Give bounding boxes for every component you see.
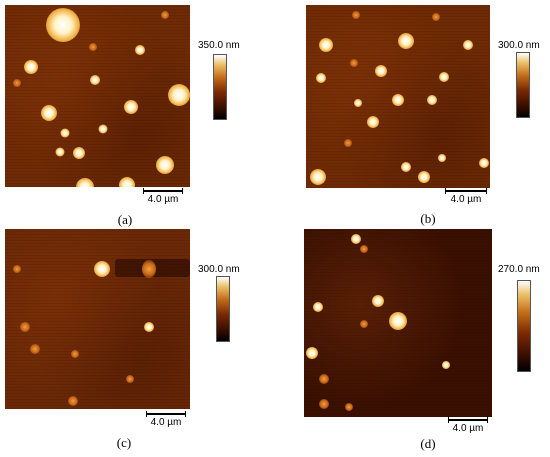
afm-image-d <box>304 229 492 417</box>
particle <box>144 322 154 332</box>
particle <box>124 100 138 114</box>
afm-image-b <box>306 5 490 188</box>
particle <box>71 350 79 358</box>
particle <box>55 147 65 157</box>
particle <box>310 169 326 185</box>
particle <box>372 295 384 307</box>
particle <box>60 128 70 138</box>
particle <box>352 11 360 19</box>
scale-bar-d <box>448 417 488 423</box>
particle <box>24 60 38 74</box>
particle <box>319 399 329 409</box>
caption-d: (d) <box>420 436 436 451</box>
scale-bar-label-b: 4.0 µm <box>450 194 482 205</box>
caption-c: (c) <box>116 435 132 450</box>
particle <box>316 73 326 83</box>
particle <box>168 84 190 106</box>
scale-bar-c <box>146 411 186 417</box>
particle <box>367 116 379 128</box>
caption-b: (b) <box>420 211 436 226</box>
scale-bar-label-d: 4.0 µm <box>452 423 484 434</box>
particle <box>479 158 489 168</box>
particle <box>360 245 368 253</box>
particle <box>351 234 361 244</box>
particle <box>135 45 145 55</box>
particle <box>350 59 358 67</box>
particle <box>68 396 78 406</box>
particle <box>119 177 135 187</box>
particle <box>418 171 430 183</box>
particle <box>90 75 100 85</box>
particle <box>463 40 473 50</box>
particle <box>46 8 80 42</box>
colorbar-max-label-a: 350.0 nm <box>198 40 240 51</box>
afm-image-c <box>5 229 190 409</box>
afm-image-a <box>5 5 190 187</box>
particle <box>20 322 30 332</box>
particle <box>76 178 94 187</box>
particle <box>73 147 85 159</box>
particle <box>13 79 21 87</box>
particle <box>98 124 108 134</box>
particle <box>319 38 333 52</box>
particle <box>89 43 97 51</box>
particle <box>398 33 414 49</box>
particle <box>442 361 450 369</box>
colorbar-max-label-b: 300.0 nm <box>498 40 540 51</box>
scale-bar-b <box>445 188 487 194</box>
particle <box>375 65 387 77</box>
particle <box>344 139 352 147</box>
height-colorbar-c <box>216 276 230 342</box>
colorbar-max-label-c: 300.0 nm <box>198 264 240 275</box>
particle <box>319 374 329 384</box>
scale-bar-label-c: 4.0 µm <box>150 417 182 428</box>
particle <box>427 95 437 105</box>
particle <box>126 375 134 383</box>
particle <box>13 265 21 273</box>
scale-bar-label-a: 4.0 µm <box>147 194 179 205</box>
particle <box>94 261 110 277</box>
particle <box>142 260 156 278</box>
particle <box>432 13 440 21</box>
particle <box>161 11 169 19</box>
particle <box>306 347 318 359</box>
scale-bar-a <box>143 188 183 194</box>
particle <box>30 344 40 354</box>
particle <box>313 302 323 312</box>
height-colorbar-a <box>213 54 227 120</box>
particle <box>41 105 57 121</box>
particle <box>360 320 368 328</box>
height-colorbar-d <box>517 280 531 372</box>
particle <box>401 162 411 172</box>
particle <box>354 99 362 107</box>
particle <box>439 72 449 82</box>
particle <box>392 94 404 106</box>
caption-a: (a) <box>117 212 133 227</box>
colorbar-max-label-d: 270.0 nm <box>498 264 540 275</box>
particle <box>156 156 174 174</box>
particle <box>438 154 446 162</box>
particle <box>345 403 353 411</box>
height-colorbar-b <box>516 52 530 118</box>
particle <box>389 312 407 330</box>
